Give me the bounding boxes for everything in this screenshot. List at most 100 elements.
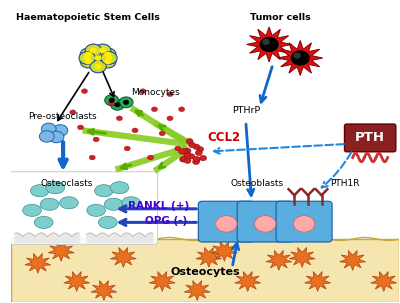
Circle shape: [193, 157, 200, 162]
Text: Pre-osteoclasts: Pre-osteoclasts: [28, 112, 97, 121]
Circle shape: [180, 157, 187, 162]
Circle shape: [49, 131, 64, 143]
Circle shape: [86, 59, 91, 64]
Circle shape: [39, 131, 54, 142]
Circle shape: [180, 156, 188, 161]
Circle shape: [93, 137, 99, 142]
Circle shape: [195, 150, 202, 155]
Circle shape: [81, 89, 88, 94]
FancyBboxPatch shape: [10, 172, 158, 245]
Polygon shape: [149, 271, 175, 291]
Circle shape: [179, 149, 186, 154]
Circle shape: [167, 116, 173, 121]
Circle shape: [193, 144, 200, 149]
Circle shape: [116, 116, 122, 121]
Ellipse shape: [110, 182, 129, 194]
Text: PTH1R: PTH1R: [330, 179, 360, 188]
Circle shape: [188, 142, 196, 148]
Circle shape: [89, 155, 95, 160]
Ellipse shape: [46, 182, 65, 194]
Circle shape: [90, 60, 106, 73]
Text: Osteoblasts: Osteoblasts: [231, 179, 284, 188]
Circle shape: [124, 101, 128, 104]
Circle shape: [184, 152, 191, 157]
Circle shape: [110, 99, 124, 110]
Polygon shape: [25, 254, 51, 273]
Circle shape: [70, 110, 76, 115]
Ellipse shape: [293, 216, 315, 232]
FancyBboxPatch shape: [237, 201, 293, 242]
Circle shape: [100, 48, 116, 61]
Text: Osteocytes: Osteocytes: [170, 267, 240, 277]
FancyBboxPatch shape: [344, 124, 396, 152]
Circle shape: [80, 55, 96, 68]
Circle shape: [41, 123, 56, 135]
FancyBboxPatch shape: [276, 201, 332, 242]
Polygon shape: [64, 271, 90, 291]
Ellipse shape: [104, 198, 123, 210]
Ellipse shape: [60, 197, 78, 209]
Text: PTH: PTH: [355, 132, 385, 145]
Circle shape: [105, 59, 110, 64]
FancyBboxPatch shape: [198, 201, 254, 242]
Circle shape: [109, 98, 114, 102]
Ellipse shape: [94, 185, 113, 197]
Circle shape: [159, 131, 165, 136]
Circle shape: [85, 44, 102, 57]
Text: Osteoclasts: Osteoclasts: [41, 179, 93, 188]
Ellipse shape: [216, 216, 237, 232]
Polygon shape: [246, 27, 292, 62]
Polygon shape: [340, 251, 366, 270]
Circle shape: [78, 125, 84, 130]
Circle shape: [197, 147, 204, 152]
Circle shape: [90, 52, 106, 64]
Circle shape: [95, 56, 101, 60]
Polygon shape: [289, 248, 315, 267]
Text: Tumor cells: Tumor cells: [250, 13, 311, 22]
Polygon shape: [184, 281, 210, 301]
Circle shape: [80, 48, 96, 61]
Circle shape: [167, 92, 173, 97]
Circle shape: [200, 155, 207, 161]
Circle shape: [193, 156, 200, 162]
Circle shape: [184, 158, 191, 163]
Circle shape: [148, 155, 154, 160]
Ellipse shape: [30, 185, 49, 197]
Circle shape: [95, 64, 101, 68]
Polygon shape: [211, 241, 238, 261]
Text: Haematopoietic Stem Cells: Haematopoietic Stem Cells: [16, 13, 160, 22]
Polygon shape: [235, 271, 261, 291]
Circle shape: [45, 128, 60, 139]
Text: PTHrP: PTHrP: [232, 106, 260, 115]
Circle shape: [188, 154, 195, 159]
Circle shape: [101, 52, 117, 64]
Polygon shape: [110, 248, 136, 267]
Text: Monocytes: Monocytes: [131, 88, 180, 97]
Polygon shape: [305, 271, 331, 291]
Circle shape: [86, 52, 91, 56]
Polygon shape: [48, 241, 74, 261]
Circle shape: [260, 38, 278, 52]
Circle shape: [100, 48, 106, 53]
Circle shape: [105, 52, 110, 56]
Circle shape: [263, 40, 269, 45]
Ellipse shape: [34, 216, 53, 228]
Circle shape: [115, 103, 120, 107]
Polygon shape: [266, 251, 292, 270]
Circle shape: [91, 48, 96, 53]
Ellipse shape: [254, 216, 276, 232]
Text: CCL2: CCL2: [207, 132, 240, 145]
Circle shape: [175, 146, 181, 151]
Polygon shape: [371, 271, 397, 291]
Circle shape: [291, 51, 309, 65]
Text: RANKL (+): RANKL (+): [128, 201, 189, 211]
Circle shape: [124, 146, 130, 151]
Circle shape: [181, 148, 188, 154]
Circle shape: [192, 159, 200, 165]
Circle shape: [94, 44, 111, 57]
Circle shape: [84, 56, 90, 60]
Circle shape: [151, 107, 158, 112]
Text: OPG (-): OPG (-): [145, 216, 187, 226]
Polygon shape: [196, 248, 222, 267]
Ellipse shape: [23, 204, 41, 216]
